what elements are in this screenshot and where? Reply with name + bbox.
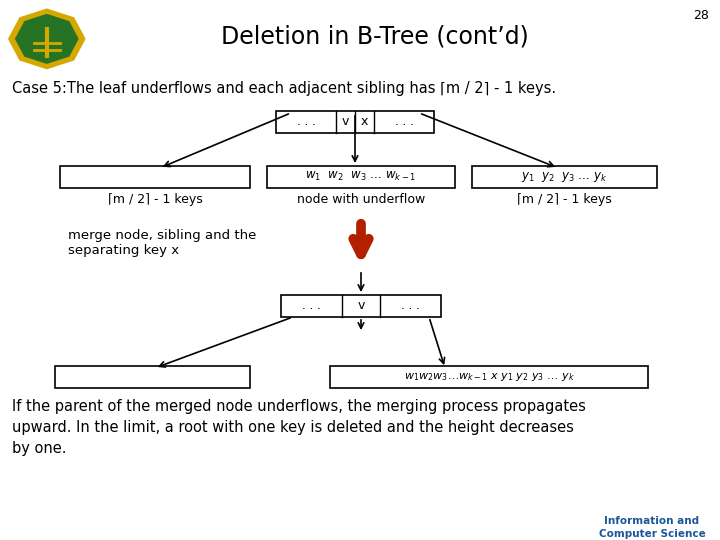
Text: v: v: [357, 300, 365, 313]
Text: x: x: [361, 116, 368, 129]
Polygon shape: [16, 15, 78, 63]
Text: separating key x: separating key x: [68, 245, 179, 258]
Text: node with underflow: node with underflow: [297, 193, 425, 206]
Bar: [472, 166, 657, 188]
Text: 28: 28: [693, 9, 709, 22]
Text: $w_1\ \ w_2\ \ w_3\ \ldots\ w_{k-1}$: $w_1\ \ w_2\ \ w_3\ \ldots\ w_{k-1}$: [305, 171, 417, 184]
Bar: [281, 295, 441, 317]
Text: Information and
Computer Science: Information and Computer Science: [598, 516, 706, 539]
Text: ⌈m / 2⌉ - 1 keys: ⌈m / 2⌉ - 1 keys: [107, 193, 202, 206]
Text: Deletion in B-Tree (cont’d): Deletion in B-Tree (cont’d): [220, 24, 528, 49]
Bar: [267, 166, 455, 188]
Text: . . .: . . .: [302, 300, 321, 313]
Text: $w_1 w_2 w_3\ldots w_{k-1}\ x\ y_1\ y_2\ y_3\ \ldots\ y_k$: $w_1 w_2 w_3\ldots w_{k-1}\ x\ y_1\ y_2\…: [404, 371, 575, 383]
Text: v: v: [342, 116, 349, 129]
Bar: [60, 166, 250, 188]
Text: . . .: . . .: [395, 116, 413, 129]
Polygon shape: [9, 9, 85, 69]
Bar: [276, 111, 434, 133]
Text: If the parent of the merged node underflows, the merging process propagates
upwa: If the parent of the merged node underfl…: [12, 399, 586, 456]
Bar: [55, 366, 250, 388]
Text: Case 5:The leaf underflows and each adjacent sibling has ⌈m / 2⌉ - 1 keys.: Case 5:The leaf underflows and each adja…: [12, 81, 556, 96]
Text: . . .: . . .: [297, 116, 315, 129]
Bar: [330, 366, 648, 388]
Text: $y_1\ \ y_2\ \ y_3\ \ldots\ y_k$: $y_1\ \ y_2\ \ y_3\ \ldots\ y_k$: [521, 170, 608, 184]
Text: ⌈m / 2⌉ - 1 keys: ⌈m / 2⌉ - 1 keys: [517, 193, 612, 206]
Text: . . .: . . .: [401, 300, 420, 313]
Text: merge node, sibling and the: merge node, sibling and the: [68, 230, 256, 242]
